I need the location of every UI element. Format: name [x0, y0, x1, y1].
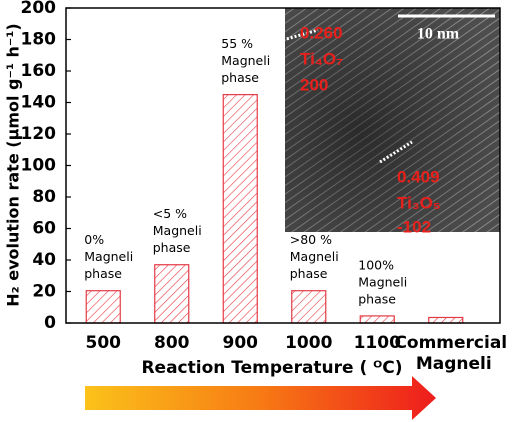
y-tick-label: 120: [21, 124, 57, 144]
temperature-arrow: [85, 376, 436, 420]
bar-annotation: phase: [84, 266, 122, 281]
bar: [359, 315, 395, 324]
inset-label: 200: [300, 75, 328, 94]
bar-annotation: 100%: [358, 257, 394, 272]
bar-annotation: Magneli: [290, 249, 339, 264]
x-tick-label: Commercial Magneli: [394, 333, 513, 374]
y-tick-label: 20: [32, 282, 56, 302]
x-tick-label: 1100: [354, 333, 401, 353]
bar: [85, 290, 121, 324]
bar-annotation: phase: [153, 240, 191, 255]
y-tick-label: 200: [21, 0, 57, 18]
x-tick-label: 800: [154, 333, 190, 353]
x-tick-label: 900: [223, 333, 259, 353]
y-tick-label: 60: [32, 219, 56, 239]
y-tick-label: 40: [32, 250, 56, 270]
y-tick-label: 0: [44, 313, 56, 333]
inset-label: -102: [397, 217, 431, 236]
bar-annotation: phase: [221, 70, 259, 85]
bar: [291, 290, 327, 324]
y-tick-label: 160: [21, 61, 57, 81]
bar-annotation: Magneli: [358, 274, 407, 289]
scale-label: 10 nm: [417, 26, 460, 43]
bar: [428, 316, 464, 324]
y-axis-label: H₂ evolution rate (μmol g⁻¹ h⁻¹): [4, 23, 23, 306]
x-tick-label: 500: [86, 333, 122, 353]
y-tick-label: 80: [32, 187, 56, 207]
tem-image: 10 nm 0.260 Ti₄O₇ 200 0.409 Ti₃O₅ -102: [282, 8, 500, 236]
bar-annotation: Magneli: [221, 53, 270, 68]
bar-annotation: <5 %: [153, 206, 187, 221]
y-tick-label: 140: [21, 93, 57, 113]
inset-label: 0.260: [300, 23, 343, 42]
bar-annotation: 55 %: [221, 36, 253, 51]
x-axis-label: Reaction Temperature ( ᴼC): [141, 358, 402, 378]
tem-shade: [285, 8, 500, 232]
inset-label: Ti₃O₅: [397, 193, 441, 212]
x-tick-label: 1000: [285, 333, 332, 353]
bar-annotation: 0%: [84, 232, 104, 247]
bar-annotation: phase: [290, 266, 328, 281]
bar: [222, 94, 258, 324]
bar-annotation: >80 %: [290, 232, 332, 247]
y-tick-label: 180: [21, 30, 57, 50]
bar-annotation: phase: [358, 291, 396, 306]
inset-label: Ti₄O₇: [300, 49, 343, 68]
bar-annotation: Magneli: [84, 249, 133, 264]
y-tick-label: 100: [21, 156, 57, 176]
inset-label: 0.409: [397, 167, 440, 186]
bar: [154, 264, 190, 324]
bar-annotation: Magneli: [153, 223, 202, 238]
